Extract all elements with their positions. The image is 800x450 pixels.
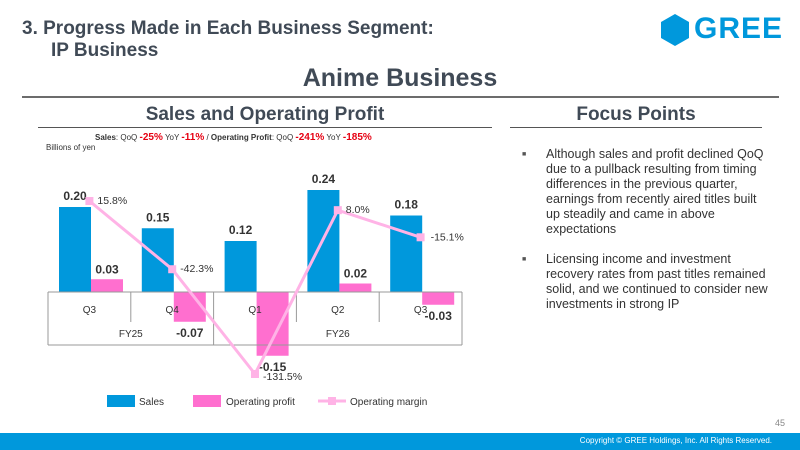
legend-operating-margin-marker [328,397,336,405]
section-title: Anime Business [302,64,498,92]
kpi-op-yoy: -185% [342,132,372,143]
focus-points-list: ■ Although sales and profit declined QoQ… [522,147,772,327]
operating-profit-data-label: 0.02 [344,267,368,281]
sales-bar [390,215,423,292]
operating-margin-data-label: -42.3% [180,263,213,275]
x-tick-label: Q4 [166,305,180,316]
x-group-label: FY25 [119,329,143,340]
title-divider [22,96,779,98]
kpi-summary: Sales: QoQ -25% YoY -11% / Operating Pro… [95,132,372,143]
unit-label: Billions of yen [46,143,96,152]
kpi-sales-label: Sales [95,133,116,142]
operating-profit-data-label: -0.03 [425,309,453,323]
operating-profit-data-label: -0.07 [176,326,204,340]
kpi-op-label: Operating Profit [210,133,272,142]
legend-sales-label: Sales [139,397,164,408]
sales-bar [59,207,91,292]
focus-point-text: Although sales and profit declined QoQ d… [546,147,764,236]
kpi-op-qoq: -241% [295,132,325,143]
operating-margin-point [251,370,259,378]
operating-margin-data-label: 15.8% [97,195,127,207]
x-tick-label: Q3 [83,305,97,316]
x-group-label: FY26 [326,329,350,340]
operating-margin-data-label: -15.1% [431,231,464,243]
chart-heading: Sales and Operating Profit [145,104,385,125]
operating-profit-data-label: 0.03 [95,262,119,276]
sales-data-label: 0.20 [63,189,87,203]
slide-title: 3. Progress Made in Each Business Segmen… [22,18,434,62]
kpi-yoy-label-2: YoY [326,133,341,142]
sales-operating-profit-chart: 0.20 0.03 Q3 0.15 -0.07 Q4 0.12 -0.15 Q1 0.24 0.02… [47,172,464,408]
x-tick-label: Q1 [248,305,262,316]
kpi-sales-yoy: -11% [181,132,205,143]
sales-data-label: 0.15 [146,210,170,224]
operating-profit-bar [339,283,372,292]
square-bullet-icon: ■ [522,256,527,263]
kpi-sales-qoq: -25% [139,132,163,143]
operating-margin-point [333,206,342,215]
slide-title-line2: IP Business [51,40,159,61]
focus-point-item: ■ Although sales and profit declined QoQ… [522,147,772,237]
kpi-yoy-label: YoY [164,133,180,142]
operating-margin-point [85,197,94,205]
operating-profit-bar [422,292,455,305]
copyright-text: Copyright © GREE Holdings, Inc. All Righ… [579,436,772,445]
operating-profit-data-label: -0.15 [259,360,287,374]
focus-point-text: Licensing income and investment recovery… [546,252,768,311]
gree-logo-text: GREE [694,12,784,45]
page-number: 45 [775,418,786,428]
operating-profit-bar [256,292,289,356]
chart-heading-divider [38,127,492,128]
legend-operating-margin-label: Operating margin [350,397,427,408]
legend-sales-swatch [107,395,135,407]
focus-heading-divider [510,127,762,128]
square-bullet-icon: ■ [522,151,527,158]
slide-title-line1: 3. Progress Made in Each Business Segmen… [22,18,434,39]
kpi-separator: / [206,133,209,142]
x-tick-label: Q3 [414,305,428,316]
kpi-qoq-label-2: QoQ [276,133,294,142]
kpi-qoq-label: QoQ [120,133,138,142]
sales-data-label: 0.18 [395,198,419,212]
sales-data-label: 0.12 [229,223,253,237]
footer-bar: Copyright © GREE Holdings, Inc. All Righ… [0,433,800,450]
focus-heading: Focus Points [576,104,696,125]
operating-profit-bar [91,279,123,292]
focus-point-item: ■ Licensing income and investment recove… [522,252,772,312]
sales-bar [141,228,174,292]
legend-operating-profit-label: Operating profit [226,397,295,408]
operating-margin-data-label: 8.0% [346,204,370,216]
operating-margin-data-label: -131.5% [263,371,302,383]
gree-logo-hexagon-icon [661,14,689,46]
operating-margin-point [416,233,425,242]
x-tick-label: Q2 [331,305,345,316]
sales-data-label: 0.24 [312,172,336,186]
operating-margin-point [168,265,177,274]
sales-bar [224,241,257,292]
legend-operating-profit-swatch [193,395,221,407]
